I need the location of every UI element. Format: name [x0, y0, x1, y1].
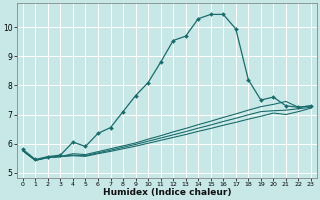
X-axis label: Humidex (Indice chaleur): Humidex (Indice chaleur): [103, 188, 231, 197]
